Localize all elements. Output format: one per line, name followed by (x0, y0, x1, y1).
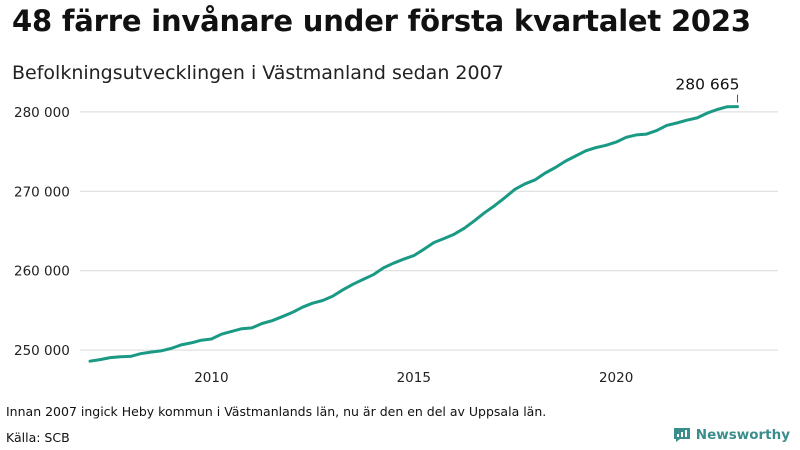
newsworthy-brand[interactable]: Newsworthy (673, 427, 790, 443)
annotations: 280 665 (675, 76, 740, 103)
brand-name: Newsworthy (695, 427, 790, 443)
last-value-label: 280 665 (675, 76, 739, 94)
newsworthy-logo-icon (673, 428, 690, 442)
line-chart: 250 000 260 000 270 000 280 000 2010 2015 202… (14, 76, 778, 386)
y-tick-label: 270 000 (14, 184, 70, 200)
x-tick-label: 2020 (599, 370, 633, 386)
footnote: Innan 2007 ingick Heby kommun i Västmanl… (6, 404, 547, 419)
x-tick-label: 2015 (397, 370, 431, 386)
y-tick-label: 260 000 (14, 264, 70, 280)
series-layer (88, 105, 739, 363)
series-line (88, 105, 739, 363)
chart-subtitle: Befolkningsutvecklingen i Västmanland se… (12, 62, 504, 84)
x-tick-label: 2010 (194, 370, 228, 386)
x-axis-labels: 2010 2015 2020 (194, 370, 633, 386)
y-tick-label: 280 000 (14, 105, 70, 121)
gridlines (80, 111, 778, 351)
y-axis-labels: 250 000 260 000 270 000 280 000 (14, 105, 70, 359)
y-tick-label: 250 000 (14, 343, 70, 359)
chart-title: 48 färre invånare under första kvartalet… (12, 4, 751, 38)
source-note: Källa: SCB (6, 430, 70, 445)
